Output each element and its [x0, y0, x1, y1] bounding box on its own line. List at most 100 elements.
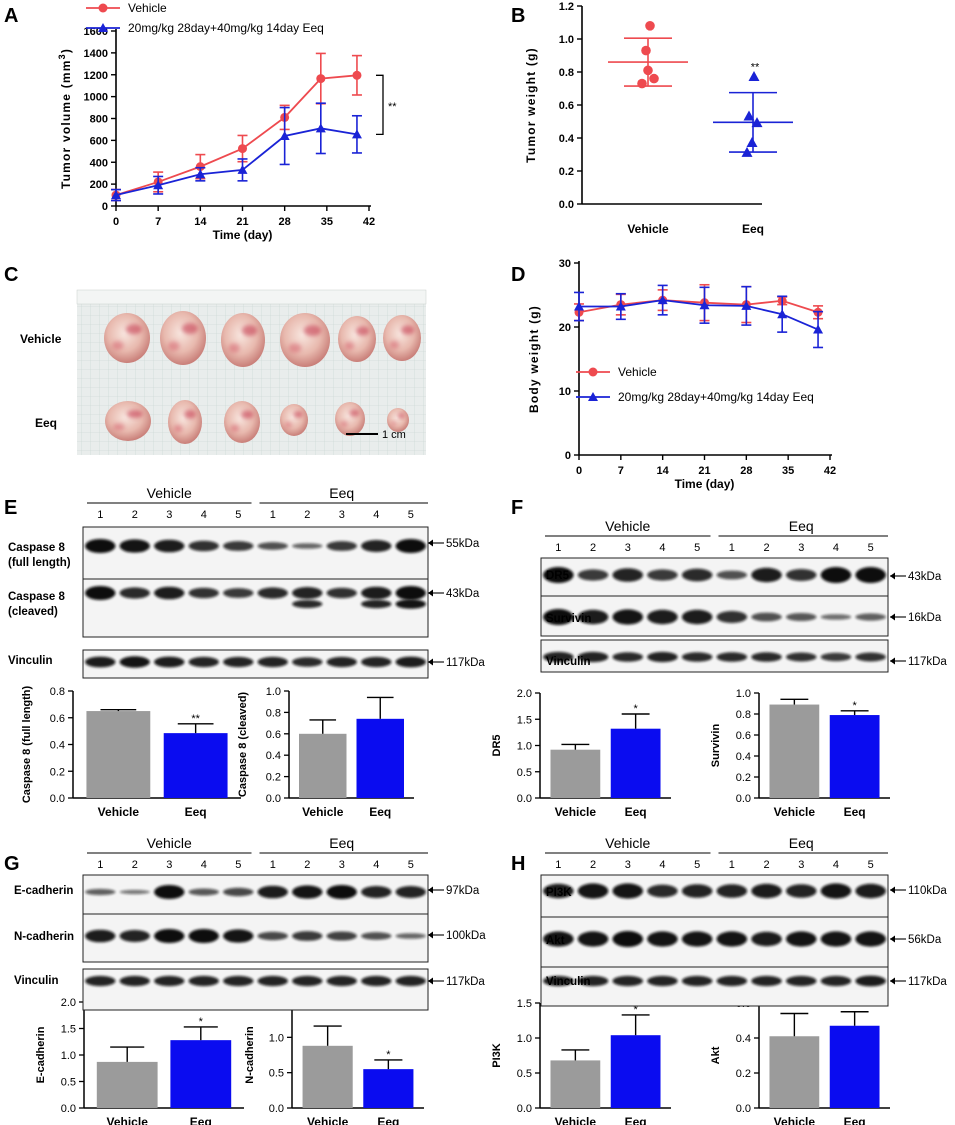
y-tick-label: 0.5: [61, 1077, 76, 1089]
y-tick-label: 0: [565, 450, 571, 462]
y-tick-label: 0.6: [736, 730, 751, 742]
y-tick-label: 0.0: [736, 793, 751, 805]
data-point-eeq: [741, 300, 752, 310]
blot-arrow-head: [428, 658, 433, 666]
y-tick-label: 1.5: [517, 998, 532, 1010]
data-point-eeq: [741, 146, 753, 157]
legend-marker-vehicle: [98, 3, 108, 13]
x-tick-label: 0: [113, 216, 119, 228]
tumor-vessel-spot: [349, 409, 360, 417]
blot-band: [612, 883, 644, 899]
tumor-eeq: [224, 401, 260, 443]
blot-lane-number: 5: [408, 859, 414, 871]
tumor-vessel-spot: [228, 343, 240, 353]
x-category-label: Eeq: [844, 805, 866, 819]
x-category-label: Eeq: [377, 1115, 399, 1125]
y-axis-title: Survivin: [710, 724, 722, 768]
blot-lane-number: 3: [798, 542, 804, 554]
blot-band: [326, 931, 357, 941]
y-axis-title: Caspase 8 (cleaved): [237, 692, 249, 798]
data-point-eeq: [777, 309, 788, 319]
x-tick-label: 21: [698, 465, 710, 477]
blot-lane-number: 5: [694, 859, 700, 871]
y-tick-label: 0.5: [517, 767, 532, 779]
blot-band: [785, 975, 817, 987]
blot-band: [154, 885, 185, 899]
y-axis-title: Body weight (g): [527, 305, 541, 413]
y-tick-label: 1000: [84, 92, 108, 104]
y-tick-label: 800: [90, 114, 108, 126]
blot-membrane: [82, 968, 429, 1011]
blot-lane-number: 2: [132, 509, 138, 521]
blot-band: [257, 542, 288, 550]
blot-lane-number: 3: [625, 859, 631, 871]
blot-membrane: [82, 526, 429, 580]
blot-kda-label: 117kDa: [446, 657, 485, 669]
tumor-vessel-spot: [389, 340, 400, 350]
blot-kda-label: 100kDa: [446, 930, 486, 942]
blot-band: [395, 975, 426, 987]
blot-lane-number: 5: [235, 509, 241, 521]
y-tick-label: 600: [90, 135, 108, 147]
blot-band: [785, 652, 817, 662]
legend-label-eeq: 20mg/kg 28day+40mg/kg 14day Eeq: [618, 390, 814, 404]
blot-arrow-head: [428, 931, 433, 939]
blot-band: [647, 609, 678, 625]
y-tick-label: 20: [559, 322, 571, 334]
blot-band: [119, 889, 150, 895]
x-tick-label: 21: [236, 216, 248, 228]
y-tick-label: 0.0: [61, 1103, 76, 1115]
significance-label: *: [199, 1016, 204, 1028]
y-tick-label: 0.5: [269, 1068, 284, 1080]
blot-band: [612, 568, 644, 582]
y-axis-title-main: Body weight (g): [527, 305, 541, 413]
panel-letter-g: G: [4, 853, 20, 875]
blot-band: [223, 887, 254, 897]
legend-marker-vehicle: [588, 367, 598, 377]
blot-band: [119, 656, 150, 668]
blot-lane-number: 1: [555, 542, 561, 554]
x-tick-label: 42: [363, 216, 375, 228]
tumor-eeq: [168, 400, 202, 444]
blot-band: [716, 975, 748, 987]
blot-band: [154, 656, 185, 668]
blot-band: [119, 975, 150, 987]
legend-marker-eeq: [98, 23, 108, 32]
blot-band: [223, 541, 254, 551]
bar-eeq: [163, 733, 228, 798]
data-point-eeq: [574, 301, 584, 311]
tumor-vessel-spot: [397, 413, 406, 419]
blot-band: [326, 541, 357, 551]
chart-h-akt: 0.00.20.40.6AktVehicleEeq: [710, 998, 890, 1125]
blot-band: [395, 599, 426, 609]
blot-band: [361, 540, 392, 552]
blot-arrow-head: [428, 977, 433, 985]
blot-lane-number: 5: [235, 859, 241, 871]
y-tick-label: 0.2: [736, 772, 751, 784]
bar-vehicle: [86, 711, 151, 798]
blot-band: [785, 931, 817, 947]
blot-band: [543, 931, 574, 947]
tumor-vessel-spot: [390, 421, 397, 426]
data-point-vehicle: [641, 45, 651, 56]
data-point-vehicle: [649, 73, 659, 84]
blot-band: [855, 652, 886, 662]
tumor-vessel-spot: [126, 410, 143, 418]
tumor-vessel-spot: [340, 421, 348, 428]
blot-protein-label: Caspase 8: [8, 542, 66, 554]
y-tick-label: 1.0: [61, 1050, 76, 1062]
blot-protein-label: PI3K: [546, 887, 572, 899]
blot-group-label-eeq: Eeq: [789, 518, 814, 534]
tumor-vessel-spot: [401, 325, 415, 335]
blot-band: [716, 611, 748, 623]
tumor-vessel-spot: [288, 343, 302, 353]
blot-arrow-head: [890, 886, 895, 894]
data-point-eeq: [813, 324, 824, 334]
chart-f-survivin: 0.0 0.2 0.4 0.6 0.8 1.0 Survivin Vehicle * Eeq: [710, 688, 890, 819]
blot-lane-number: 2: [132, 859, 138, 871]
western-blot-g: Vehicle Eeq 1 2 3 4 5 1 2 3 4 5 E-cadherin 97kDa N-cad…: [14, 835, 486, 1011]
blot-kda-label: 97kDa: [446, 885, 480, 897]
y-tick-label: 0.2: [559, 166, 574, 178]
